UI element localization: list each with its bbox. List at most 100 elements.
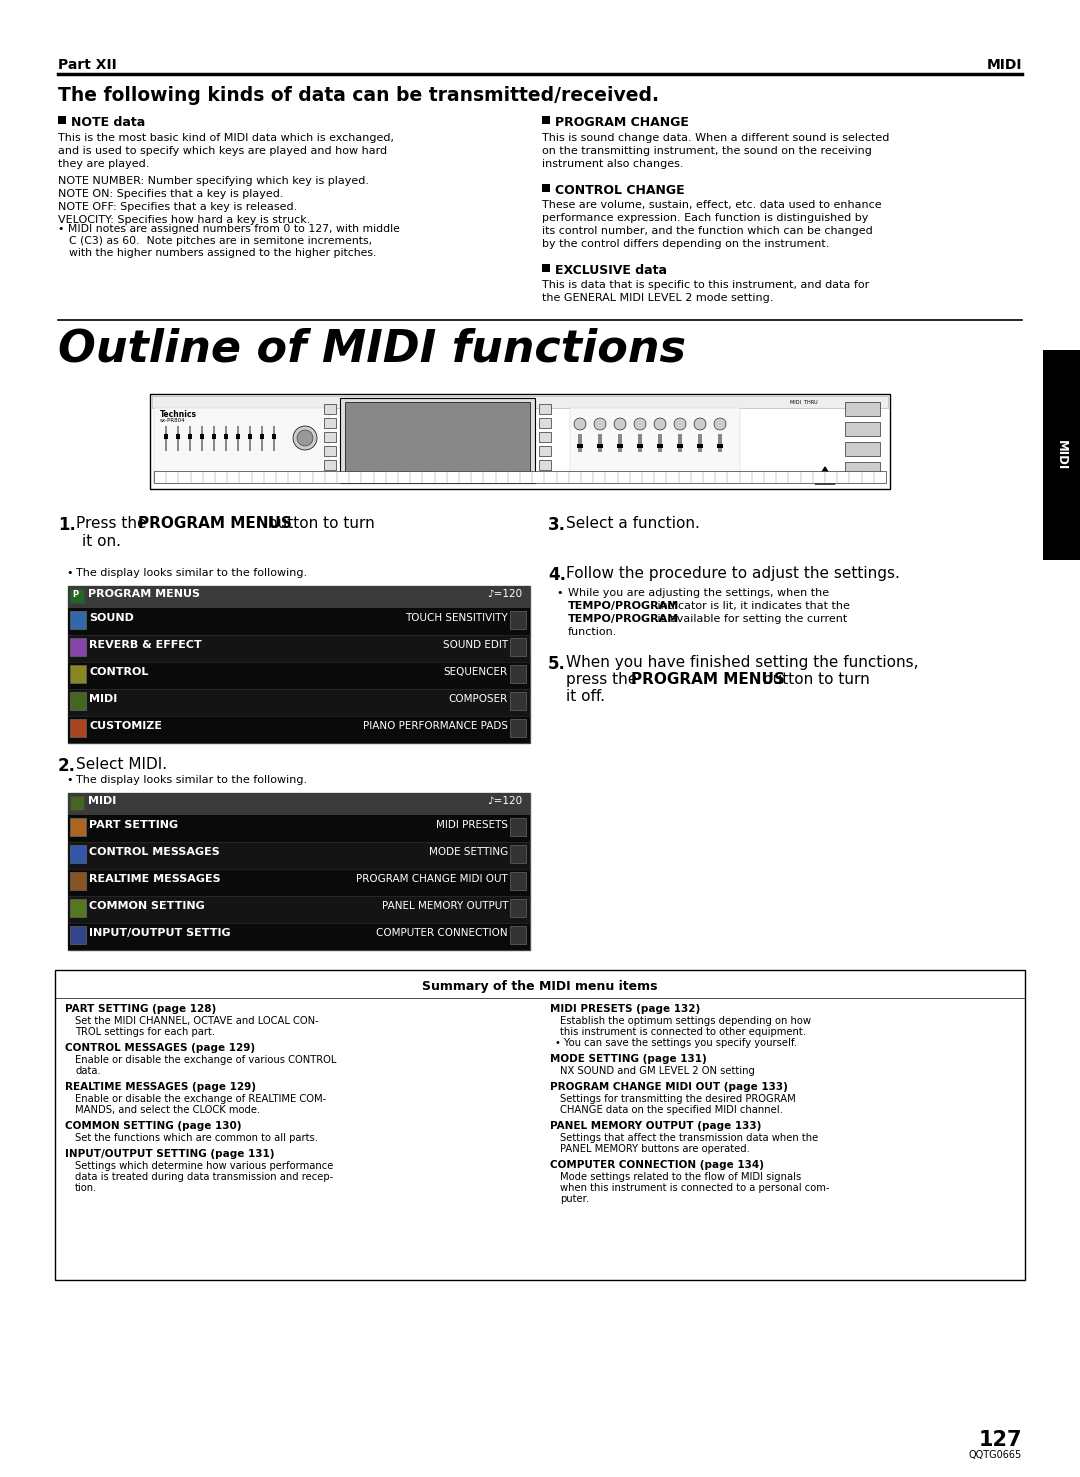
Text: SOUND EDIT: SOUND EDIT [443, 640, 508, 650]
Text: Summary of the MIDI menu items: Summary of the MIDI menu items [422, 981, 658, 993]
Text: CONTROL MESSAGES (page 129): CONTROL MESSAGES (page 129) [65, 1043, 255, 1053]
Bar [70, 719, 86, 737]
Text: MIDI PRESETS: MIDI PRESETS [436, 820, 508, 830]
Text: MANDS, and select the CLOCK mode.: MANDS, and select the CLOCK mode. [75, 1105, 260, 1115]
Text: it on.: it on. [82, 535, 121, 549]
Text: Mode settings related to the flow of MIDI signals: Mode settings related to the flow of MID… [561, 1173, 801, 1182]
Text: REALTIME MESSAGES: REALTIME MESSAGES [89, 874, 220, 885]
Bar [68, 793, 530, 950]
Text: •: • [66, 569, 72, 578]
Text: 2.: 2. [58, 758, 76, 775]
Bar [68, 586, 530, 609]
Circle shape [654, 418, 666, 430]
Text: The display looks similar to the following.: The display looks similar to the followi… [76, 569, 307, 578]
Bar [598, 434, 602, 452]
Bar [70, 665, 86, 682]
Text: COMPUTER CONNECTION (page 134): COMPUTER CONNECTION (page 134) [550, 1159, 764, 1170]
Bar [1043, 350, 1080, 560]
Bar [68, 688, 530, 716]
Text: MIDI: MIDI [87, 796, 117, 806]
Bar [577, 445, 583, 448]
Text: MIDI PRESETS (page 132): MIDI PRESETS (page 132) [550, 1004, 700, 1015]
Bar [70, 638, 86, 656]
Bar [68, 662, 530, 688]
Text: P: P [72, 589, 78, 600]
Text: COMMON SETTING: COMMON SETTING [89, 901, 205, 911]
Text: This is the most basic kind of MIDI data which is exchanged,: This is the most basic kind of MIDI data… [58, 133, 394, 143]
Text: When you have finished setting the functions,: When you have finished setting the funct… [566, 654, 918, 671]
Bar [70, 899, 86, 917]
Text: PROGRAM CHANGE MIDI OUT: PROGRAM CHANGE MIDI OUT [356, 874, 508, 885]
Bar [68, 868, 530, 897]
Text: they are played.: they are played. [58, 160, 149, 168]
Circle shape [293, 425, 318, 450]
Text: PROGRAM CHANGE: PROGRAM CHANGE [555, 117, 689, 128]
Bar [697, 445, 703, 448]
Text: 127: 127 [978, 1430, 1022, 1450]
Bar [658, 434, 662, 452]
Bar [150, 394, 890, 489]
Bar [542, 117, 550, 124]
Text: Settings which determine how various performance: Settings which determine how various per… [75, 1161, 334, 1171]
Bar [68, 635, 530, 662]
Bar [249, 425, 251, 450]
Text: These are volume, sustain, effect, etc. data used to enhance: These are volume, sustain, effect, etc. … [542, 199, 881, 210]
Text: Outline of MIDI functions: Outline of MIDI functions [58, 328, 686, 371]
Text: Technics: Technics [160, 411, 197, 419]
Bar [68, 586, 530, 743]
Text: PIANO PERFORMANCE PADS: PIANO PERFORMANCE PADS [363, 721, 508, 731]
Polygon shape [815, 467, 835, 484]
Bar [617, 445, 623, 448]
Bar [845, 442, 880, 456]
Text: tion.: tion. [75, 1183, 97, 1193]
Bar [70, 796, 84, 809]
Bar [55, 970, 1025, 1281]
Bar [657, 445, 663, 448]
Text: PANEL MEMORY buttons are operated.: PANEL MEMORY buttons are operated. [561, 1145, 750, 1154]
Circle shape [634, 418, 646, 430]
Circle shape [297, 430, 313, 446]
Bar [58, 117, 66, 124]
Bar [201, 425, 203, 450]
Bar [717, 445, 723, 448]
Bar [176, 434, 180, 439]
Text: EXCLUSIVE data: EXCLUSIVE data [555, 264, 667, 278]
Bar [542, 264, 550, 272]
Text: This is sound change data. When a different sound is selected: This is sound change data. When a differ… [542, 133, 889, 143]
Bar [273, 425, 275, 450]
Bar [578, 434, 582, 452]
Bar [272, 434, 276, 439]
Bar [70, 926, 86, 944]
Text: PANEL MEMORY OUTPUT: PANEL MEMORY OUTPUT [381, 901, 508, 911]
Bar [164, 434, 168, 439]
Bar [165, 425, 167, 450]
Text: press the: press the [566, 672, 643, 687]
Text: its control number, and the function which can be changed: its control number, and the function whi… [542, 226, 873, 236]
Bar [68, 897, 530, 923]
Text: Part XII: Part XII [58, 58, 117, 72]
Bar [213, 425, 215, 450]
Text: The following kinds of data can be transmitted/received.: The following kinds of data can be trans… [58, 86, 659, 105]
Text: TOUCH SENSITIVITY: TOUCH SENSITIVITY [405, 613, 508, 623]
Bar [698, 434, 702, 452]
Bar [539, 446, 551, 456]
Circle shape [714, 418, 726, 430]
Bar [845, 402, 880, 417]
Text: INPUT/OUTPUT SETTING (page 131): INPUT/OUTPUT SETTING (page 131) [65, 1149, 274, 1159]
Bar [68, 716, 530, 743]
Bar [510, 926, 526, 944]
Text: 3.: 3. [548, 515, 566, 535]
Text: sx-PR804: sx-PR804 [160, 418, 186, 422]
Bar [510, 899, 526, 917]
Text: While you are adjusting the settings, when the: While you are adjusting the settings, wh… [568, 588, 829, 598]
Text: PROGRAM MENUS: PROGRAM MENUS [631, 672, 785, 687]
Bar [154, 408, 329, 483]
Text: PANEL MEMORY OUTPUT (page 133): PANEL MEMORY OUTPUT (page 133) [550, 1121, 761, 1131]
Text: NOTE ON: Specifies that a key is played.: NOTE ON: Specifies that a key is played. [58, 189, 283, 199]
Bar [324, 446, 336, 456]
Text: button to turn: button to turn [758, 672, 869, 687]
Bar [200, 434, 204, 439]
Bar [570, 408, 740, 483]
Bar [68, 609, 530, 635]
Text: TROL settings for each part.: TROL settings for each part. [75, 1027, 215, 1037]
